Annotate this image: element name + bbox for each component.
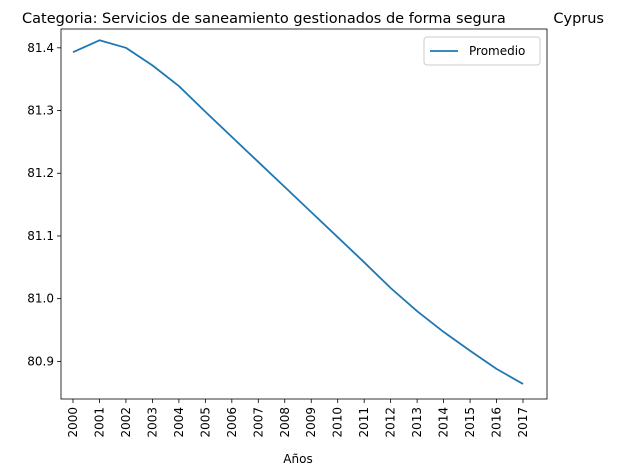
plot-frame: [60, 28, 548, 400]
x-tick-label: 2005: [198, 407, 212, 438]
x-tick-label: 2008: [278, 407, 292, 438]
x-tick-label: 2014: [437, 407, 451, 438]
x-tick-label: 2017: [516, 407, 530, 438]
chart-title: Categoria: Servicios de saneamiento gest…: [22, 11, 506, 27]
series-layer: [72, 39, 524, 385]
x-tick-label: 2004: [172, 407, 186, 438]
y-axis: 80.9 81.0 81.1 81.2 81.3 81.4: [27, 41, 61, 368]
x-tick-label: 2002: [119, 407, 133, 438]
y-tick-label: 81.2: [27, 166, 54, 180]
x-tick-label: 2010: [331, 407, 345, 438]
x-tick-label: 2012: [384, 407, 398, 438]
x-tick-label: 2007: [251, 407, 265, 438]
y-tick-label: 80.9: [27, 354, 54, 368]
x-axis-label: Años: [283, 452, 312, 466]
legend-box: [423, 36, 541, 66]
x-tick-label: 2011: [357, 407, 371, 438]
x-tick-label: 2003: [145, 407, 159, 438]
x-tick-label: 2006: [225, 407, 239, 438]
y-tick-label: 81.1: [27, 229, 54, 243]
x-tick-label: 2001: [92, 407, 106, 438]
x-tick-label: 2015: [463, 407, 477, 438]
y-tick-label: 81.4: [27, 41, 54, 55]
x-tick-label: 2009: [304, 407, 318, 438]
legend: Promedio: [423, 36, 541, 66]
y-tick-label: 81.3: [27, 104, 54, 118]
series-line-promedio: [72, 39, 524, 385]
x-tick-label: 2000: [66, 407, 80, 438]
x-tick-label: 2016: [490, 407, 504, 438]
x-axis: 2000 2001 2002 2003 2004 2005 2006 2007 2008 2009…: [66, 399, 530, 438]
chart-subtitle: Cyprus: [553, 11, 604, 27]
y-tick-label: 81.0: [27, 292, 54, 306]
x-tick-label: 2013: [410, 407, 424, 438]
legend-label: Promedio: [469, 44, 525, 58]
